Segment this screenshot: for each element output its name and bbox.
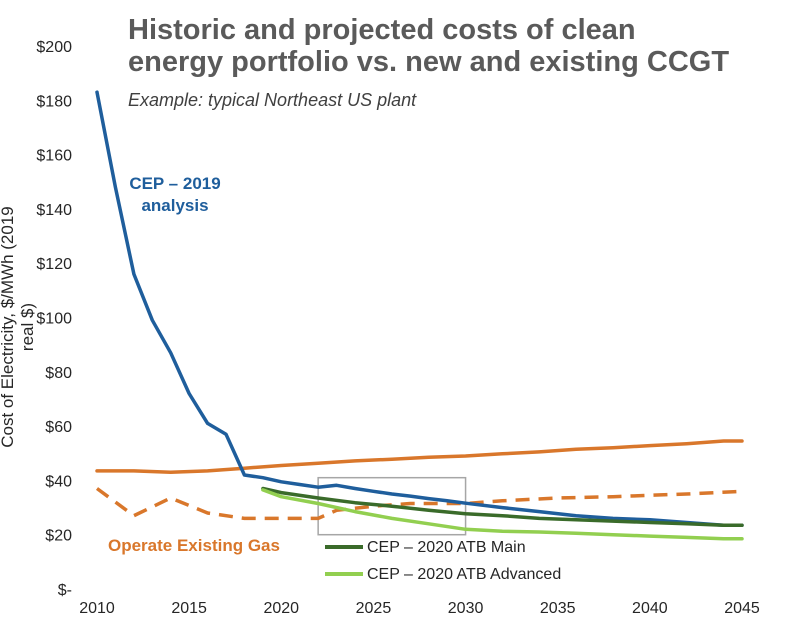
annotation-cep-2019-line2: analysis [141,196,208,215]
y-tick-label: $- [58,582,72,599]
y-tick-label: $80 [45,365,72,382]
legend-label-atb-main: CEP – 2020 ATB Main [367,539,526,556]
x-tick-label: 2045 [724,600,760,617]
x-tick-label: 2035 [540,600,576,617]
annotation-cep-2019-line1: CEP – 2019 [129,174,220,193]
y-tick-label: $140 [36,202,72,219]
y-tick-label: $180 [36,93,72,110]
y-tick-label: $120 [36,256,72,273]
x-tick-label: 2010 [79,600,115,617]
x-tick-label: 2020 [263,600,299,617]
chart-title-line-2: energy portfolio vs. new and existing CC… [128,46,730,78]
x-tick-label: 2025 [356,600,392,617]
y-tick-label: $100 [36,311,72,328]
y-tick-label: $160 [36,148,72,165]
x-tick-label: 2015 [171,600,207,617]
series-operate-existing-gas [95,487,743,521]
chart-title: Historic and projected costs of clean en… [128,14,788,78]
legend-label-atb-advanced: CEP – 2020 ATB Advanced [367,566,561,583]
y-tick-label: $20 [45,528,72,545]
chart-title-line-1: Historic and projected costs of clean [128,14,636,46]
series-new-gas [95,439,744,475]
x-tick-label: 2030 [448,600,484,617]
series-cep-2019 [95,90,744,527]
highlight-box [317,476,467,536]
x-tick-label: 2040 [632,600,668,617]
annotation-existing-gas: Operate Existing Gas [108,536,280,555]
y-tick-label: $200 [36,39,72,56]
y-tick-label: $60 [45,419,72,436]
series-cep-2020-atb-advanced [261,488,744,541]
y-tick-label: $40 [45,473,72,490]
series-cep-2020-atb-main [261,486,744,527]
chart-subtitle: Example: typical Northeast US plant [128,90,417,110]
